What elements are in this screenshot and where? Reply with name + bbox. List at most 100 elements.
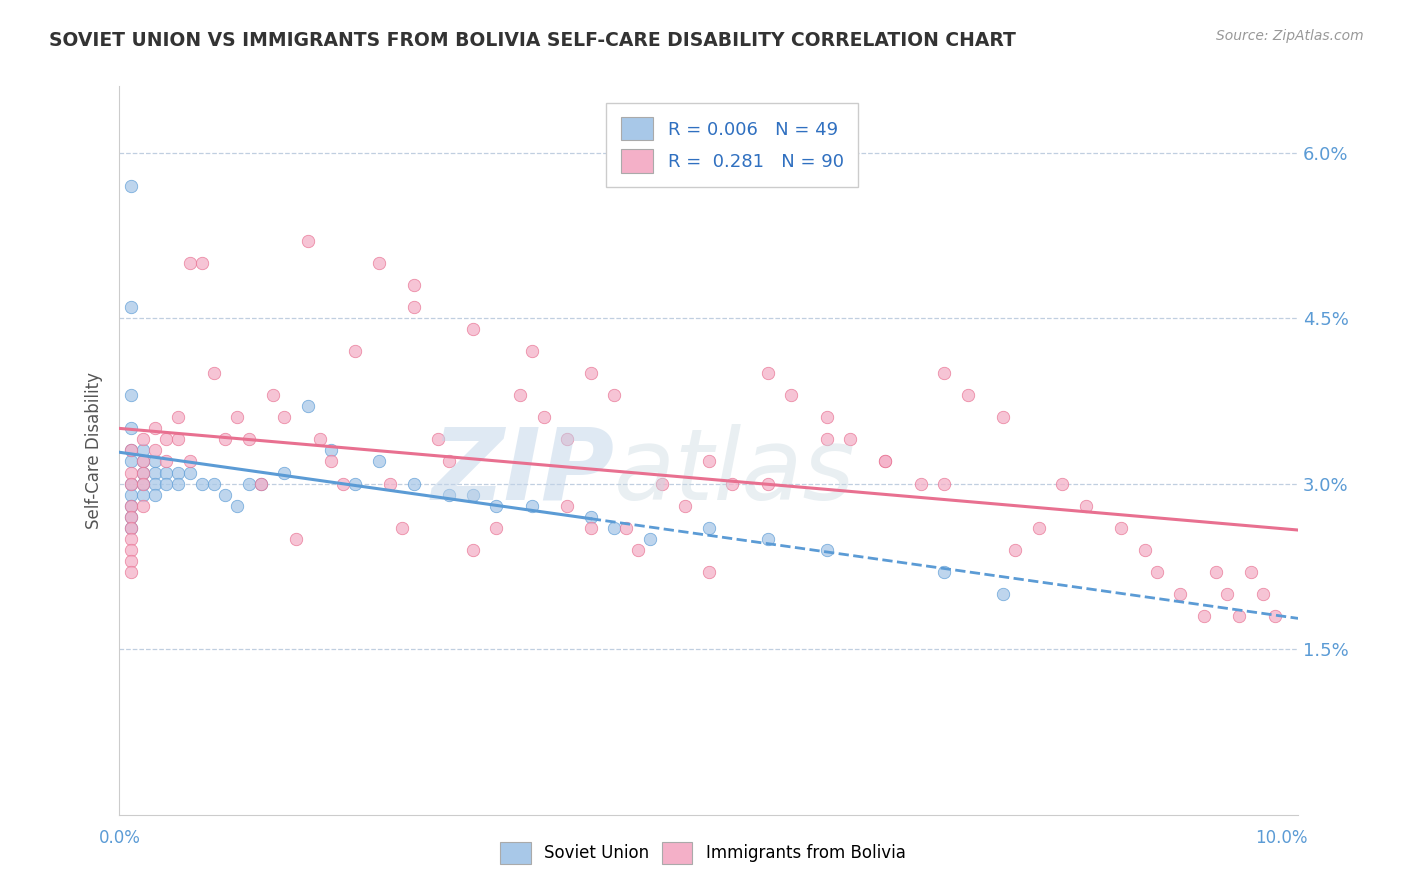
Point bbox=[520, 344, 543, 359]
Point bbox=[993, 410, 1015, 425]
Point bbox=[934, 565, 956, 579]
Point bbox=[520, 499, 543, 513]
Point bbox=[1192, 609, 1215, 624]
Text: 0.0%: 0.0% bbox=[98, 830, 141, 847]
Point bbox=[143, 421, 166, 435]
Point bbox=[143, 487, 166, 501]
Point bbox=[344, 476, 367, 491]
Point bbox=[132, 454, 155, 468]
Point bbox=[439, 454, 461, 468]
Point bbox=[143, 476, 166, 491]
Point bbox=[1004, 542, 1026, 557]
Point bbox=[579, 366, 602, 380]
Point bbox=[120, 532, 142, 546]
Text: ZIP: ZIP bbox=[432, 424, 614, 521]
Point bbox=[1074, 499, 1097, 513]
Point bbox=[273, 466, 295, 480]
Point bbox=[875, 454, 897, 468]
Point bbox=[439, 487, 461, 501]
Point bbox=[120, 499, 142, 513]
Point bbox=[756, 366, 779, 380]
Point bbox=[132, 454, 155, 468]
Point bbox=[191, 256, 214, 270]
Point bbox=[285, 532, 308, 546]
Point bbox=[697, 565, 720, 579]
Point bbox=[191, 476, 214, 491]
Point bbox=[638, 532, 661, 546]
Point bbox=[402, 277, 425, 292]
Point bbox=[509, 388, 531, 402]
Point bbox=[910, 476, 932, 491]
Point bbox=[485, 499, 508, 513]
Point bbox=[391, 521, 413, 535]
Point bbox=[993, 587, 1015, 601]
Point bbox=[297, 234, 319, 248]
Point bbox=[238, 476, 260, 491]
Point bbox=[120, 565, 142, 579]
Point bbox=[367, 256, 389, 270]
Point bbox=[179, 454, 201, 468]
Point bbox=[120, 454, 142, 468]
Point bbox=[402, 476, 425, 491]
Text: atlas: atlas bbox=[614, 424, 856, 521]
Point bbox=[780, 388, 803, 402]
Point bbox=[132, 487, 155, 501]
Point bbox=[297, 400, 319, 414]
Point bbox=[155, 476, 177, 491]
Point bbox=[249, 476, 271, 491]
Point bbox=[167, 466, 190, 480]
Point bbox=[120, 466, 142, 480]
Text: SOVIET UNION VS IMMIGRANTS FROM BOLIVIA SELF-CARE DISABILITY CORRELATION CHART: SOVIET UNION VS IMMIGRANTS FROM BOLIVIA … bbox=[49, 31, 1017, 50]
Point bbox=[120, 521, 142, 535]
Point bbox=[1052, 476, 1074, 491]
Point bbox=[555, 433, 578, 447]
Point bbox=[132, 476, 155, 491]
Point bbox=[579, 509, 602, 524]
Point bbox=[956, 388, 979, 402]
Point bbox=[143, 466, 166, 480]
Point bbox=[179, 466, 201, 480]
Point bbox=[120, 300, 142, 314]
Text: Source: ZipAtlas.com: Source: ZipAtlas.com bbox=[1216, 29, 1364, 43]
Point bbox=[132, 443, 155, 458]
Point bbox=[308, 433, 330, 447]
Point bbox=[120, 476, 142, 491]
Point bbox=[202, 366, 225, 380]
Text: 10.0%: 10.0% bbox=[1256, 830, 1308, 847]
Point bbox=[461, 322, 484, 336]
Point bbox=[614, 521, 637, 535]
Y-axis label: Self-Care Disability: Self-Care Disability bbox=[86, 372, 103, 529]
Point bbox=[1028, 521, 1050, 535]
Point bbox=[120, 421, 142, 435]
Point bbox=[262, 388, 284, 402]
Point bbox=[579, 521, 602, 535]
Point bbox=[651, 476, 673, 491]
Point bbox=[1227, 609, 1250, 624]
Point bbox=[1146, 565, 1168, 579]
Point bbox=[934, 366, 956, 380]
Point bbox=[555, 499, 578, 513]
Point bbox=[132, 433, 155, 447]
Point bbox=[143, 443, 166, 458]
Point bbox=[756, 532, 779, 546]
Point bbox=[673, 499, 696, 513]
Point bbox=[875, 454, 897, 468]
Point bbox=[1216, 587, 1239, 601]
Point bbox=[120, 178, 142, 193]
Point bbox=[533, 410, 555, 425]
Point bbox=[120, 443, 142, 458]
Point bbox=[120, 509, 142, 524]
Point bbox=[155, 454, 177, 468]
Point bbox=[697, 521, 720, 535]
Point bbox=[815, 542, 838, 557]
Point bbox=[214, 433, 236, 447]
Point bbox=[120, 388, 142, 402]
Point bbox=[367, 454, 389, 468]
Point bbox=[344, 344, 367, 359]
Point bbox=[120, 521, 142, 535]
Point bbox=[627, 542, 650, 557]
Point bbox=[238, 433, 260, 447]
Point bbox=[202, 476, 225, 491]
Point bbox=[214, 487, 236, 501]
Point bbox=[461, 542, 484, 557]
